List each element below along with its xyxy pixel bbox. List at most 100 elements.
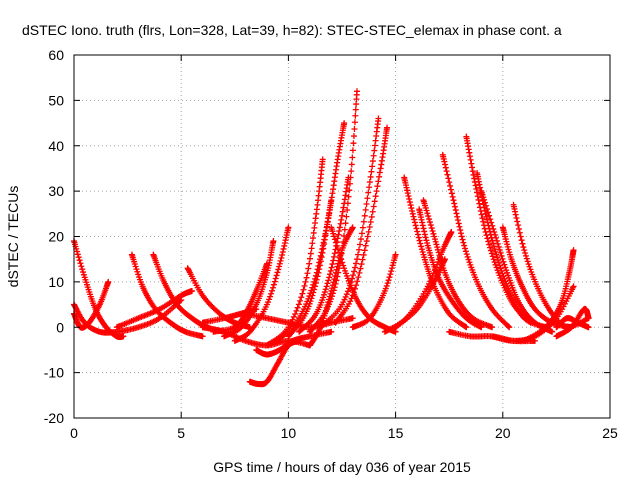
data-point — [443, 168, 450, 175]
data-point — [476, 200, 483, 207]
data-point — [324, 280, 331, 287]
data-point — [326, 293, 333, 300]
data-point — [366, 224, 373, 231]
data-point — [344, 288, 351, 295]
data-point — [339, 259, 346, 266]
data-point — [271, 278, 278, 285]
data-point — [346, 187, 353, 194]
data-point — [354, 256, 361, 263]
data-point — [322, 310, 329, 317]
data-point — [337, 220, 344, 227]
data-point — [334, 263, 341, 270]
data-point — [331, 236, 338, 243]
data-point — [495, 259, 502, 266]
data-point — [505, 323, 512, 330]
data-point — [315, 269, 322, 276]
data-point — [359, 224, 366, 231]
data-point — [414, 231, 421, 238]
data-point — [429, 227, 436, 234]
data-point — [489, 324, 496, 331]
data-point — [297, 297, 304, 304]
data-point — [360, 251, 367, 258]
data-point — [328, 287, 335, 294]
data-series — [71, 297, 185, 336]
data-point — [310, 289, 317, 296]
data-point — [307, 298, 314, 305]
data-point — [335, 231, 342, 238]
data-point — [448, 228, 455, 235]
data-point — [349, 147, 356, 154]
y-tick-label: -20 — [44, 410, 64, 426]
data-point — [320, 294, 327, 301]
data-point — [308, 245, 315, 252]
data-point — [341, 226, 348, 233]
data-point — [377, 165, 384, 172]
data-point — [362, 242, 369, 249]
data-point — [359, 256, 366, 263]
data-point — [348, 161, 355, 168]
data-point — [312, 280, 319, 287]
data-point — [524, 258, 531, 265]
data-point — [494, 240, 501, 247]
data-point — [332, 239, 339, 246]
data-point — [338, 256, 345, 263]
data-point — [332, 272, 339, 279]
data-point — [338, 216, 345, 223]
data-point — [356, 241, 363, 248]
data-point — [363, 201, 370, 208]
data-point — [275, 266, 282, 273]
data-point — [329, 285, 336, 292]
x-tick-label: 10 — [281, 425, 297, 441]
data-point — [350, 272, 357, 279]
data-point — [268, 290, 275, 297]
data-point — [457, 230, 464, 237]
data-point — [373, 188, 380, 195]
data-point — [491, 246, 498, 253]
data-point — [467, 156, 474, 163]
data-point — [327, 267, 334, 274]
data-point — [76, 257, 83, 264]
x-axis-label: GPS time / hours of day 036 of year 2015 — [213, 459, 471, 475]
data-point — [324, 223, 331, 230]
data-point — [430, 270, 437, 277]
data-series — [521, 247, 577, 344]
data-point — [352, 264, 359, 271]
data-point — [344, 206, 351, 213]
data-point — [475, 196, 482, 203]
data-point — [491, 228, 498, 235]
data-point — [480, 218, 487, 225]
data-point — [468, 160, 475, 167]
data-series — [553, 305, 592, 340]
data-point — [331, 276, 338, 283]
data-point — [407, 202, 414, 209]
data-point — [265, 299, 272, 306]
data-point — [496, 262, 503, 269]
data-point — [336, 224, 343, 231]
data-point — [420, 225, 427, 232]
data-point — [549, 328, 556, 335]
data-point — [431, 236, 438, 243]
data-point — [294, 304, 301, 311]
data-point — [343, 213, 350, 220]
data-point — [408, 205, 415, 212]
data-point — [352, 112, 359, 119]
data-point — [454, 213, 461, 220]
data-point — [79, 266, 86, 273]
data-point — [134, 268, 141, 275]
data-point — [344, 200, 351, 207]
data-point — [338, 212, 345, 219]
data-point — [309, 240, 316, 247]
data-point — [454, 217, 461, 224]
data-point — [494, 254, 501, 261]
data-point — [269, 284, 276, 291]
data-point — [371, 147, 378, 154]
x-tick-label: 25 — [602, 425, 618, 441]
data-point — [434, 261, 441, 268]
data-point — [385, 277, 392, 284]
data-point — [324, 219, 331, 226]
data-series — [439, 151, 513, 331]
data-point — [489, 222, 496, 229]
data-point — [290, 313, 297, 320]
data-point — [374, 183, 381, 190]
data-point — [316, 266, 323, 273]
